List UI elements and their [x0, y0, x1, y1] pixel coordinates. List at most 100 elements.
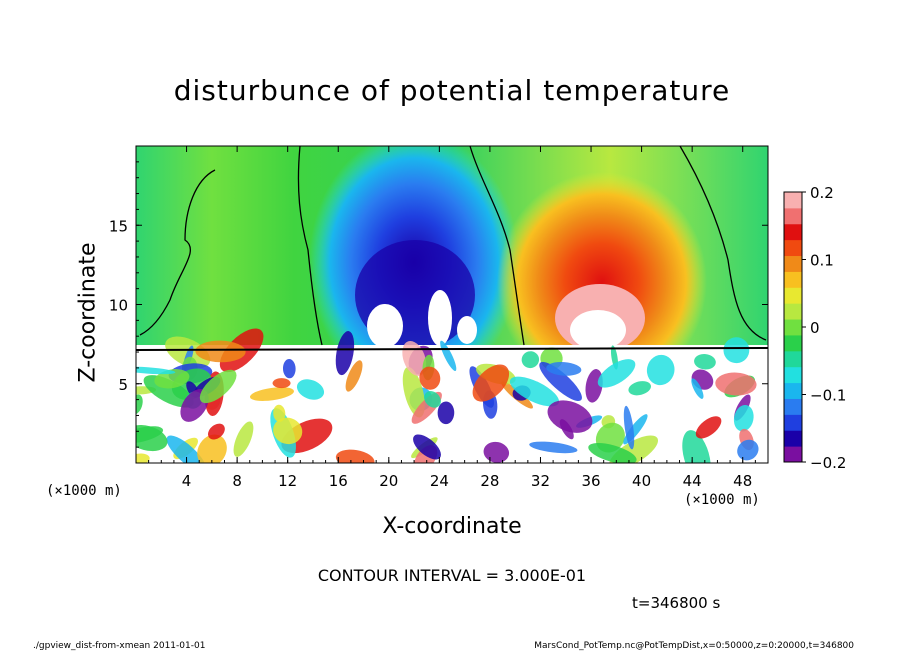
y-tick-label: 15: [109, 217, 128, 235]
colorbar-segment: [784, 366, 802, 384]
lower-blob: [296, 379, 325, 400]
x-axis-title: X-coordinate: [382, 514, 522, 539]
colorbar-tick-label: 0.1: [810, 252, 834, 270]
lower-blob: [695, 416, 722, 439]
x-tick-label: 4: [182, 472, 192, 490]
lower-blob: [509, 376, 560, 407]
y-axis-ticks: 5 10 15: [109, 161, 768, 448]
contour-line: [679, 146, 767, 341]
contour-interval-label: CONTOUR INTERVAL = 3.000E-01: [317, 566, 587, 585]
x-tick-label: 12: [278, 472, 297, 490]
colorbar-segment: [784, 207, 802, 225]
lower-blob: [628, 381, 651, 396]
contour-line: [469, 146, 525, 346]
colorbar-tick-label: 0: [810, 319, 820, 337]
lower-blob: [199, 369, 237, 404]
time-label: t=346800 s: [632, 594, 721, 612]
x-tick-label: 48: [733, 472, 752, 490]
lower-blob: [136, 366, 176, 375]
colorbar-segment: [784, 382, 802, 399]
colorbar-segment: [784, 334, 802, 352]
colorbar-segment: [784, 414, 802, 431]
x-tick-label: 28: [480, 472, 499, 490]
footer-left: ./gpview_dist-from-xmean 2011-01-01: [33, 641, 206, 651]
lower-blob: [547, 400, 593, 433]
footer-right: MarsCond_PotTemp.nc@PotTempDist,x=0:5000…: [534, 641, 854, 651]
colorbar-segment: [784, 446, 802, 463]
contour-lines: [136, 146, 768, 351]
contour-line: [136, 347, 768, 351]
colorbar-tick-label: 0.2: [810, 184, 834, 202]
x-tick-label: 40: [632, 472, 651, 490]
lower-blob: [273, 417, 303, 445]
x-tick-label: 44: [683, 472, 702, 490]
lower-blob: [282, 358, 296, 379]
x-unit-label-left: (×1000 m): [46, 483, 122, 499]
lower-blob: [273, 404, 286, 422]
lower-blob: [737, 439, 759, 461]
x-axis-ticks: 4 8 12 16 20 24 28 32 36 40 44 48: [148, 146, 756, 490]
lower-blob: [335, 449, 375, 463]
colorbar-segment: [784, 223, 802, 241]
lower-blob: [208, 423, 225, 440]
cold-core-white-2: [428, 290, 452, 346]
lower-blob: [546, 362, 582, 376]
lower-blob: [646, 354, 675, 386]
colorbar-segment: [784, 192, 802, 209]
lower-blob: [413, 434, 441, 460]
lower-blob: [691, 378, 704, 399]
lower-blob: [272, 378, 291, 389]
lower-blob: [437, 401, 455, 425]
lower-blob: [529, 441, 578, 454]
colorbar-segment: [784, 287, 802, 304]
heatmap-field: [136, 146, 768, 463]
contour-line: [139, 169, 216, 336]
x-tick-label: 20: [379, 472, 398, 490]
x-tick-label: 32: [531, 472, 550, 490]
lower-blob: [715, 372, 757, 396]
lower-blob: [197, 434, 227, 463]
colorbar-segment: [784, 398, 802, 415]
lower-blob: [402, 366, 425, 418]
colorbar-segment: [784, 271, 802, 288]
warm-core-white: [570, 310, 626, 350]
colorbar-segment: [784, 255, 802, 272]
lower-blob: [424, 391, 441, 408]
chart-title: disturbunce of potential temperature: [173, 74, 731, 107]
lower-blob: [588, 443, 637, 463]
colorbar-segment: [784, 303, 802, 320]
lower-blob: [723, 337, 750, 364]
lower-layer-blobs: [136, 328, 759, 463]
x-tick-label: 16: [329, 472, 348, 490]
cold-core-white-1: [367, 304, 403, 348]
x-unit-label-right: (×1000 m): [684, 492, 760, 508]
lower-blob: [345, 360, 363, 392]
colorbar-segment: [784, 239, 802, 257]
colorbar: 0.2 0.1 0 −0.1 −0.2: [783, 184, 846, 472]
lower-blob: [419, 366, 441, 390]
lower-blob: [233, 421, 254, 457]
lower-blob: [694, 354, 716, 370]
warm-anomaly: [497, 172, 707, 392]
x-tick-label: 24: [430, 472, 449, 490]
lower-blob: [472, 364, 510, 402]
lower-blob: [597, 359, 636, 388]
x-tick-label: 8: [232, 472, 242, 490]
y-tick-label: 5: [118, 376, 128, 394]
lower-blob: [733, 404, 754, 432]
lower-blob: [623, 405, 635, 450]
colorbar-tick-label: −0.2: [810, 454, 846, 472]
cold-core-white-3: [457, 316, 477, 344]
y-axis-title: Z-coordinate: [75, 242, 101, 383]
lower-blob: [249, 387, 294, 401]
colorbar-segment: [784, 350, 802, 368]
x-tick-label: 36: [581, 472, 600, 490]
colorbar-tick-label: −0.1: [810, 387, 846, 405]
y-tick-label: 10: [109, 297, 128, 315]
colorbar-segment: [784, 430, 802, 447]
lower-blob: [195, 340, 246, 363]
contour-line: [297, 146, 323, 346]
lower-blob: [585, 369, 603, 403]
lower-blob: [521, 351, 540, 369]
